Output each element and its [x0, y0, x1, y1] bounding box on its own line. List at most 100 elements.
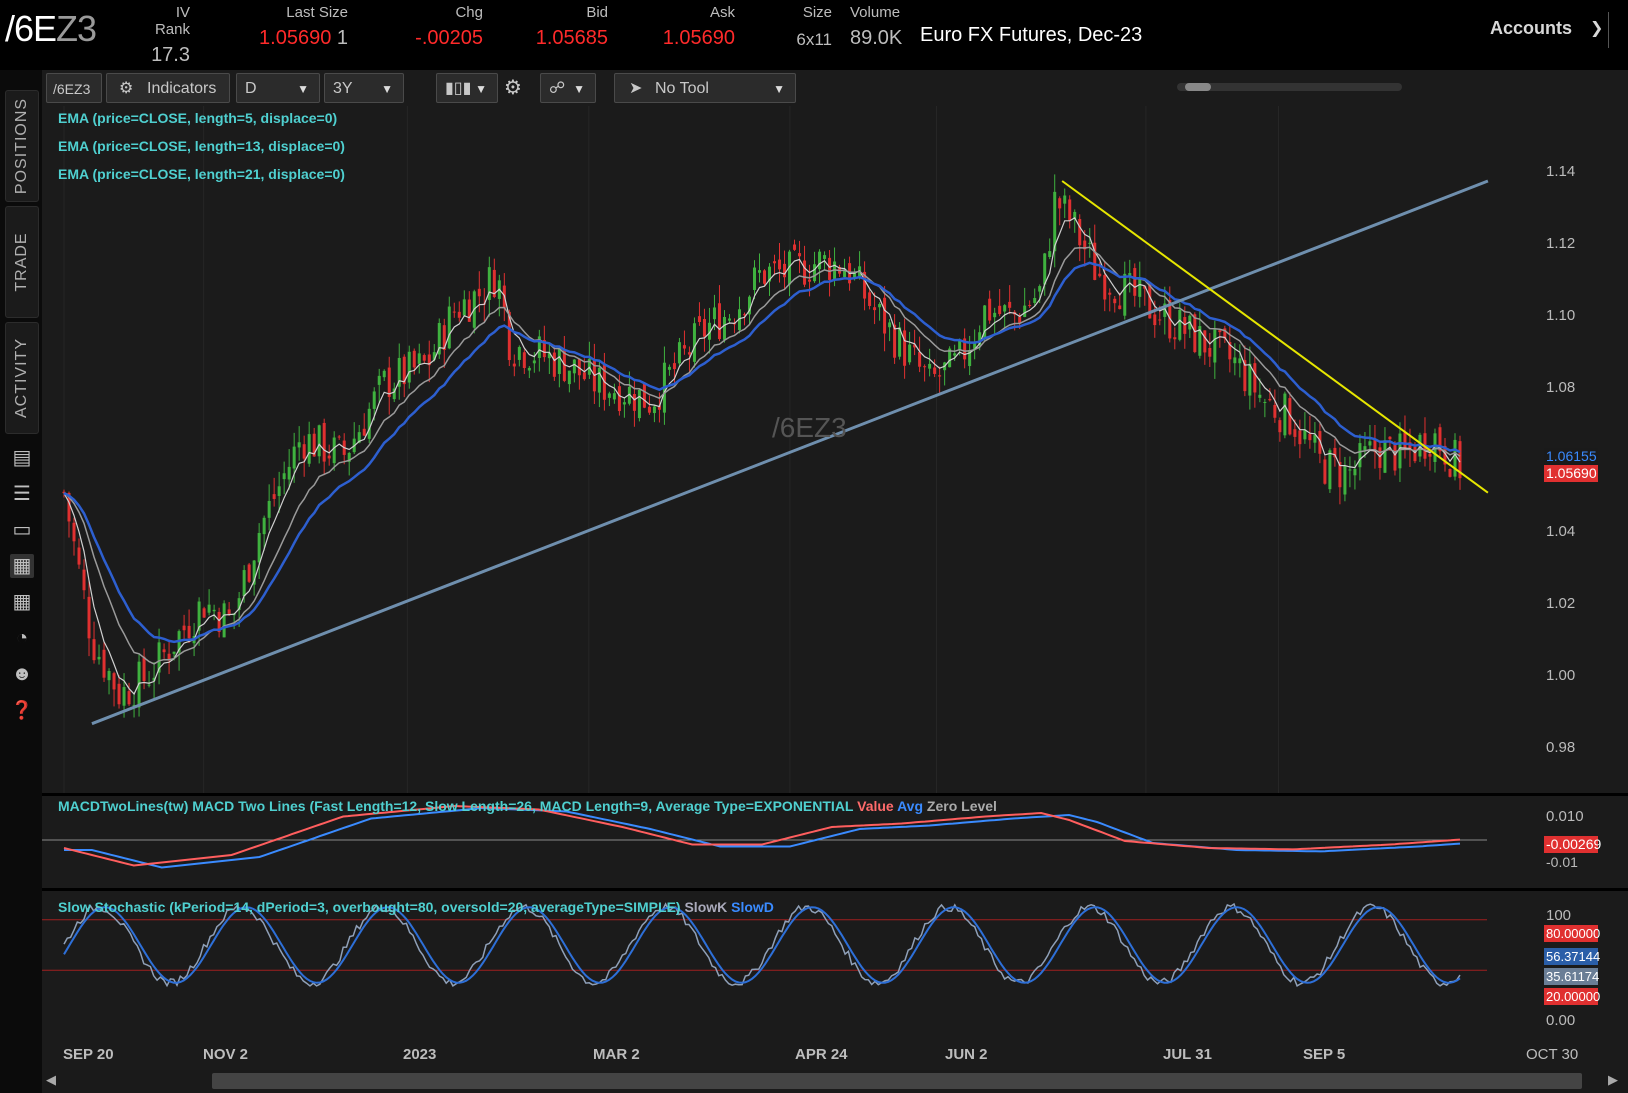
panel-divider[interactable] — [42, 888, 1628, 891]
candle-body — [252, 560, 256, 585]
chevron-left-icon[interactable]: ◀ — [46, 1072, 56, 1087]
study-label-ema21[interactable]: EMA (price=CLOSE, length=21, displace=0) — [58, 166, 345, 182]
people-icon[interactable]: ☻ — [11, 663, 33, 685]
indicators-button[interactable]: ⚙ Indicators — [106, 73, 230, 103]
candle-body — [607, 393, 611, 398]
candle-body — [122, 687, 126, 706]
instrument-description: Euro FX Futures, Dec-23 — [920, 24, 1143, 46]
candle-body — [182, 625, 186, 631]
candle-body — [1258, 394, 1262, 398]
slowk-line — [63, 902, 1461, 988]
help-icon[interactable]: ❓ — [10, 700, 34, 720]
tab-activity[interactable]: ACTIVITY — [5, 322, 39, 434]
candle-body — [1338, 461, 1342, 488]
price-axis-label: 1.14 — [1546, 163, 1576, 180]
candle-body — [572, 359, 576, 374]
tab-positions[interactable]: POSITIONS — [5, 90, 39, 202]
study-label-ema13[interactable]: EMA (price=CLOSE, length=13, displace=0) — [58, 138, 345, 154]
grid-icon[interactable]: ▦ — [12, 591, 32, 613]
candle-body — [923, 366, 927, 368]
aggregation-select[interactable]: D ▼ — [236, 73, 320, 103]
candle-body — [1328, 450, 1332, 490]
candle-body — [132, 704, 136, 706]
study-label-ema5[interactable]: EMA (price=CLOSE, length=5, displace=0) — [58, 110, 338, 126]
divider — [1608, 12, 1609, 48]
price-chart[interactable] — [42, 106, 1542, 796]
bid[interactable]: Bid 1.05685 — [535, 4, 608, 49]
scroll-thumb[interactable] — [1185, 83, 1211, 91]
candle-body — [92, 639, 96, 661]
symbol-label[interactable]: /6EZ3 — [5, 8, 97, 49]
drawing-tool-select[interactable]: ➤ No Tool ▼ — [614, 73, 796, 103]
ema21-line — [63, 261, 1461, 644]
candles-icon: ▮▯▮ — [445, 80, 472, 97]
candle-body — [632, 394, 636, 411]
gauge-icon[interactable]: ◔ — [15, 627, 29, 649]
candle-body — [582, 372, 586, 380]
tv-icon[interactable]: ▭ — [12, 519, 32, 541]
stoch-overbought-tag: 80.00000 — [1544, 925, 1601, 942]
candle-body — [933, 367, 937, 374]
symbol-input[interactable]: /6EZ3 — [46, 73, 102, 103]
timeframe-select[interactable]: 3Y ▼ — [324, 73, 404, 103]
candle-body — [432, 352, 436, 360]
time-axis-label: SEP 20 — [63, 1046, 114, 1063]
stochastic-legend[interactable]: Slow Stochastic (kPeriod=14, dPeriod=3, … — [58, 899, 774, 915]
candle-body — [1263, 401, 1267, 403]
candle-body — [72, 522, 76, 542]
stoch-oversold-tag: 20.00000 — [1544, 988, 1601, 1005]
candle-body — [522, 352, 526, 368]
candle-body — [1093, 242, 1097, 280]
candle-body — [1143, 285, 1147, 289]
chart-icon[interactable]: ▦ — [10, 554, 34, 578]
candle-body — [878, 304, 882, 308]
candle-body — [467, 299, 471, 322]
chevron-right-icon[interactable]: ▶ — [1608, 1072, 1618, 1087]
candle-body — [577, 358, 581, 376]
candle-body — [1083, 240, 1087, 250]
gear-icon: ⚙ — [119, 80, 134, 97]
macd-panel[interactable] — [42, 796, 1542, 888]
macd-value-tag: -0.00269 — [1544, 836, 1602, 853]
scroll-thumb[interactable] — [212, 1073, 1582, 1089]
candle-body — [783, 263, 787, 278]
candle-body — [853, 272, 857, 278]
chevron-down-icon: ▼ — [573, 82, 585, 96]
candle-body — [993, 312, 997, 318]
accounts-menu[interactable]: Accounts — [1490, 18, 1573, 38]
news-icon[interactable]: ▤ — [12, 447, 32, 469]
tab-trade[interactable]: TRADE — [5, 206, 39, 318]
settings-gear-icon[interactable]: ⚙ — [504, 77, 522, 99]
chart-type-select[interactable]: ▮▯▮ ▼ — [436, 73, 498, 103]
candle-body — [1323, 459, 1327, 484]
candle-body — [212, 609, 216, 612]
macd-legend[interactable]: MACDTwoLines(tw) MACD Two Lines (Fast Le… — [58, 798, 997, 814]
ask[interactable]: Ask 1.05690 — [662, 4, 735, 49]
candle-body — [1133, 268, 1137, 296]
candle-body — [883, 297, 887, 334]
horizontal-scrollbar[interactable]: ◀ ▶ — [42, 1070, 1628, 1093]
candle-body — [768, 266, 772, 282]
candle-body — [332, 437, 336, 464]
chevron-down-icon[interactable]: ❯ — [1590, 20, 1604, 37]
candle-body — [687, 352, 691, 355]
candle-body — [773, 261, 777, 264]
candle-body — [1173, 337, 1177, 340]
candle-body — [1303, 429, 1307, 440]
time-axis-label: APR 24 — [795, 1046, 848, 1063]
candle-body — [1378, 447, 1382, 468]
candle-body — [1058, 198, 1062, 209]
candle-body — [1438, 427, 1442, 452]
candle-body — [778, 259, 782, 270]
left-sidebar: POSITIONS TRADE ACTIVITY ▤ ☰ ▭ ▦ ▦ ◔ ☻ ❓ — [0, 70, 42, 1093]
time-range-scroller[interactable] — [1177, 83, 1402, 91]
list-icon[interactable]: ☰ — [13, 483, 31, 505]
candle-body — [1138, 279, 1142, 297]
compare-select[interactable]: ☍ ▼ — [540, 73, 596, 103]
candle-body — [1103, 275, 1107, 300]
candle-body — [277, 486, 281, 496]
candle-body — [868, 292, 872, 306]
stochastic-panel[interactable] — [42, 891, 1542, 1039]
panel-divider[interactable] — [42, 793, 1628, 796]
candle-body — [1248, 363, 1252, 396]
